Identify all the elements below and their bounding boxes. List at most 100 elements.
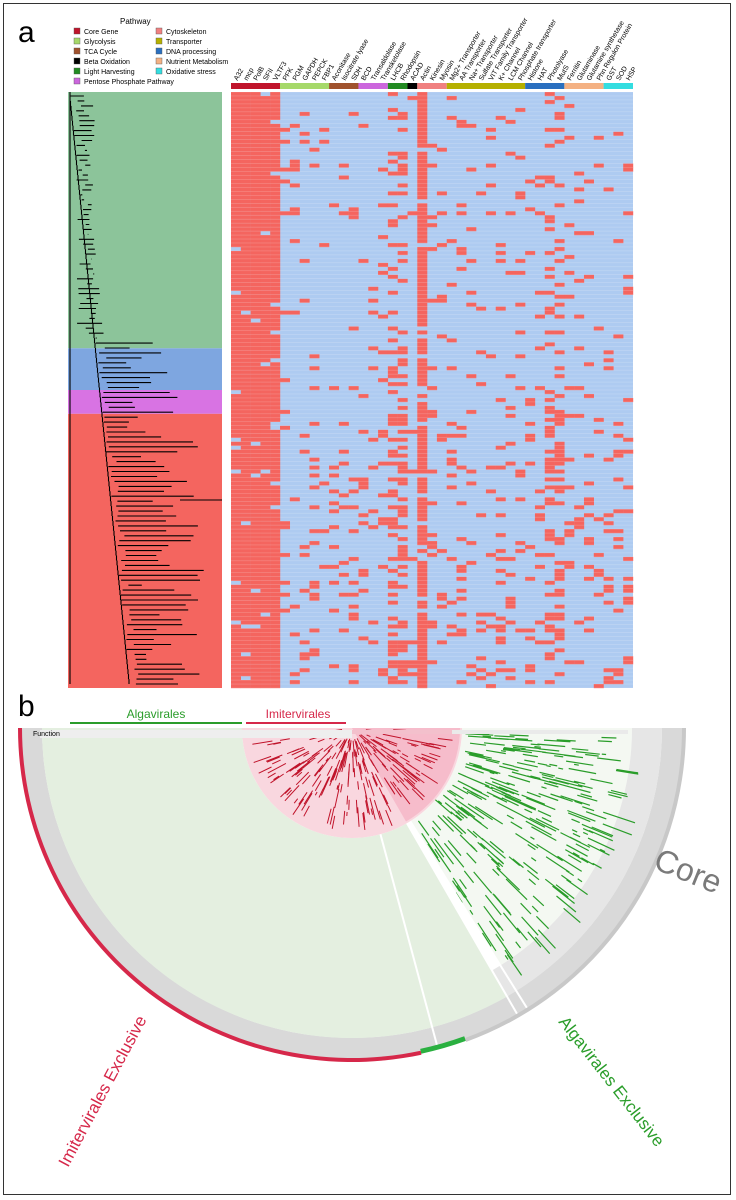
heatmap-cell bbox=[240, 489, 251, 494]
heatmap-cell bbox=[250, 111, 261, 117]
heatmap-cell bbox=[231, 457, 241, 462]
heatmap-cell bbox=[270, 386, 281, 391]
heatmap-cell bbox=[289, 680, 300, 685]
heatmap-cell bbox=[397, 191, 408, 196]
heatmap-cell bbox=[525, 207, 536, 212]
heatmap-cell bbox=[270, 254, 281, 260]
heatmap-cell bbox=[250, 282, 261, 287]
heatmap-cell bbox=[231, 612, 241, 617]
heatmap-cell bbox=[417, 370, 428, 375]
heatmap-cell bbox=[240, 616, 251, 621]
heatmap-cell bbox=[436, 548, 447, 554]
heatmap-cell bbox=[231, 239, 241, 244]
heatmap-cell bbox=[299, 433, 310, 438]
heatmap-cell bbox=[456, 119, 467, 124]
heatmap-cell bbox=[505, 572, 516, 577]
heatmap-cell bbox=[260, 219, 271, 224]
heatmap-cell bbox=[240, 163, 251, 168]
heatmap-cell bbox=[270, 215, 281, 220]
heatmap-cell bbox=[250, 191, 261, 196]
heatmap-cell bbox=[446, 473, 457, 478]
heatmap-cell bbox=[534, 505, 545, 510]
heatmap-cell bbox=[397, 346, 408, 351]
heatmap-cell bbox=[250, 143, 261, 148]
heatmap-cell bbox=[427, 620, 438, 625]
heatmap-cell bbox=[397, 544, 408, 550]
heatmap-cell bbox=[240, 286, 251, 291]
heatmap-cell bbox=[417, 207, 428, 212]
heatmap-cell bbox=[554, 501, 565, 506]
heatmap-cell bbox=[564, 270, 575, 275]
heatmap-cell bbox=[466, 227, 477, 232]
heatmap-cell bbox=[270, 640, 281, 645]
heatmap-cell bbox=[525, 433, 536, 438]
heatmap-cell bbox=[250, 294, 261, 299]
heatmap-cell bbox=[260, 433, 271, 438]
heatmap-cell bbox=[250, 481, 261, 486]
heatmap-cell bbox=[554, 441, 565, 446]
pathway-color-bar bbox=[231, 83, 633, 89]
core-label: Core bbox=[649, 841, 727, 900]
heatmap-cell bbox=[485, 624, 496, 629]
heatmap-cell bbox=[319, 481, 330, 486]
heatmap-cell bbox=[240, 421, 251, 426]
heatmap-cell bbox=[358, 393, 369, 399]
heatmap-cell bbox=[387, 191, 398, 196]
heatmap-cell bbox=[495, 397, 506, 403]
heatmap-cell bbox=[554, 239, 565, 244]
heatmap-cell bbox=[417, 262, 428, 268]
heatmap-cell bbox=[231, 588, 241, 593]
heatmap-cell bbox=[329, 580, 340, 585]
heatmap-cell bbox=[544, 457, 555, 462]
heatmap-cell bbox=[260, 270, 271, 275]
heatmap-cell bbox=[250, 576, 261, 581]
heatmap-cell bbox=[240, 131, 251, 136]
heatmap-cell bbox=[231, 103, 241, 109]
heatmap-cell bbox=[250, 203, 261, 208]
heatmap-cell bbox=[231, 215, 241, 220]
heatmap-cell bbox=[387, 223, 398, 228]
heatmap-cell bbox=[260, 131, 271, 136]
heatmap-cell bbox=[260, 525, 271, 530]
heatmap-cell bbox=[417, 624, 428, 629]
heatmap-cell bbox=[260, 370, 271, 375]
legend-title: Pathway bbox=[120, 17, 151, 26]
heatmap-cell bbox=[250, 453, 261, 458]
heatmap-cell bbox=[240, 298, 251, 303]
heatmap-cell bbox=[240, 151, 251, 156]
heatmap-cell bbox=[564, 660, 575, 665]
heatmap-cell bbox=[231, 254, 241, 260]
heatmap-cell bbox=[270, 437, 281, 442]
heatmap-cell bbox=[564, 294, 575, 299]
heatmap-cell bbox=[299, 656, 310, 661]
heatmap-cell bbox=[417, 159, 428, 164]
heatmap-cell bbox=[240, 405, 251, 411]
heatmap-cell bbox=[544, 179, 555, 184]
heatmap-cell bbox=[417, 127, 428, 132]
heatmap-cell bbox=[613, 668, 624, 673]
heatmap-cell bbox=[515, 330, 526, 335]
heatmap-cell bbox=[544, 628, 555, 633]
heatmap-cell bbox=[515, 548, 526, 554]
heatmap-cell bbox=[387, 489, 398, 494]
heatmap-cell bbox=[250, 676, 261, 681]
heatmap-cell bbox=[338, 163, 349, 168]
figure-frame bbox=[3, 3, 731, 1195]
heatmap-cell bbox=[348, 505, 359, 510]
heatmap-cell bbox=[280, 580, 291, 585]
heatmap-cell bbox=[240, 548, 251, 554]
heatmap-cell bbox=[593, 592, 604, 597]
heatmap-cell bbox=[515, 628, 526, 633]
heatmap-cell bbox=[574, 620, 585, 625]
heatmap-cell bbox=[387, 517, 398, 522]
heatmap-cell bbox=[260, 274, 271, 279]
heatmap-cell bbox=[231, 282, 241, 287]
heatmap-cell bbox=[397, 552, 408, 558]
heatmap-cell bbox=[250, 179, 261, 184]
heatmap-cell bbox=[623, 485, 634, 490]
heatmap-cell bbox=[387, 350, 398, 355]
heatmap-cell bbox=[240, 159, 251, 164]
heatmap-cell bbox=[260, 235, 271, 240]
heatmap-cell bbox=[260, 473, 271, 478]
heatmap-cell bbox=[417, 151, 428, 156]
